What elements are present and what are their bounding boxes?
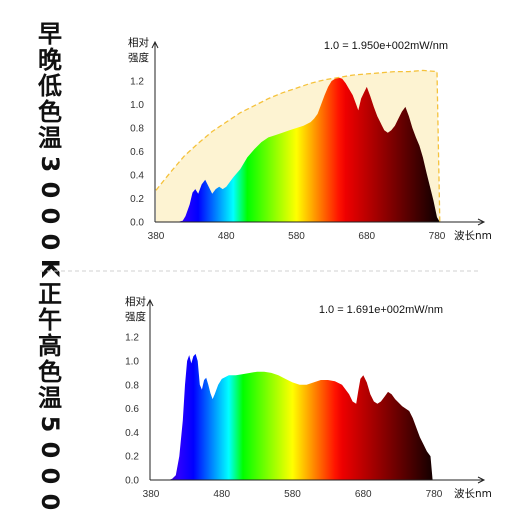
x-tick-label: 680 <box>358 231 375 242</box>
side-title-char: 晚 <box>38 46 62 74</box>
side-title-char: 早 <box>38 20 62 48</box>
side-title-char: 0 <box>36 234 64 251</box>
spectrum-area <box>151 353 433 480</box>
x-tick-label: 580 <box>288 231 305 242</box>
x-tick-label: 480 <box>213 489 230 500</box>
x-tick-label: 780 <box>426 489 443 500</box>
y-tick-label: 0.4 <box>125 428 139 439</box>
reference-curve-line <box>155 69 441 223</box>
y-tick-label: 1.0 <box>130 100 144 111</box>
side-title-char: 0 <box>36 208 64 225</box>
x-axis-arrow <box>477 476 486 484</box>
side-title-char: 温 <box>38 384 62 412</box>
y-axis-arrow <box>146 298 154 307</box>
x-axis-arrow <box>477 218 486 226</box>
side-title-char: 0 <box>36 182 64 199</box>
side-title-char: K <box>36 259 64 279</box>
spectrum-area <box>156 77 440 222</box>
normalization-note: 1.0 = 1.691e+002mW/nm <box>319 304 443 316</box>
y-tick-label: 0.6 <box>130 147 144 158</box>
side-title-char: 高 <box>38 332 62 360</box>
y-tick-label: 1.2 <box>125 333 139 344</box>
x-tick-label: 780 <box>429 231 446 242</box>
y-tick-label: 1.0 <box>125 357 139 368</box>
y-axis-label-line1: 相对 <box>128 36 149 49</box>
x-tick-label: 480 <box>218 231 235 242</box>
y-tick-label: 0.2 <box>125 452 139 463</box>
side-title-char: 午 <box>38 306 62 334</box>
side-title-char: 温 <box>38 124 62 152</box>
y-tick-label: 0.0 <box>125 476 139 487</box>
x-tick-labels: 380 480 580 680 780 <box>143 489 443 500</box>
y-tick-labels: 0.0 0.2 0.4 0.6 0.8 1.0 1.2 <box>125 333 139 487</box>
y-tick-label: 0.2 <box>130 194 144 205</box>
x-tick-label: 580 <box>284 489 301 500</box>
y-axis-label-line2: 强度 <box>128 51 149 64</box>
y-axis-arrow <box>151 40 159 49</box>
x-tick-label: 380 <box>148 231 165 242</box>
side-title-char: 0 <box>36 468 64 485</box>
x-tick-labels: 380 480 580 680 780 <box>148 231 446 242</box>
side-title-char: 3 <box>36 156 64 173</box>
x-axis-label: 波长nm <box>454 487 492 500</box>
side-title-char: 色 <box>38 98 62 126</box>
side-title-char: 正 <box>38 280 62 308</box>
side-title-char: 0 <box>36 442 64 459</box>
side-title-char: 色 <box>38 358 62 386</box>
side-title-char: K <box>36 519 64 520</box>
x-axis-label: 波长nm <box>454 229 492 242</box>
y-tick-labels: 0.0 0.2 0.4 0.6 0.8 1.0 1.2 <box>130 77 144 229</box>
normalization-note: 1.0 = 1.950e+002mW/nm <box>324 40 448 52</box>
side-title-char: 5 <box>36 416 64 433</box>
x-tick-label: 380 <box>143 489 160 500</box>
y-tick-label: 1.2 <box>130 77 144 88</box>
y-tick-label: 0.8 <box>125 380 139 391</box>
side-title-char: 0 <box>36 494 64 511</box>
y-tick-label: 0.8 <box>130 124 144 135</box>
y-axis-label-line1: 相对 <box>125 295 146 308</box>
y-tick-label: 0.6 <box>125 404 139 415</box>
y-tick-label: 0.4 <box>130 171 144 182</box>
y-tick-label: 0.0 <box>130 218 144 229</box>
y-axis-label-line2: 强度 <box>125 310 146 323</box>
side-title-char: 低 <box>37 72 62 100</box>
x-tick-label: 680 <box>355 489 372 500</box>
